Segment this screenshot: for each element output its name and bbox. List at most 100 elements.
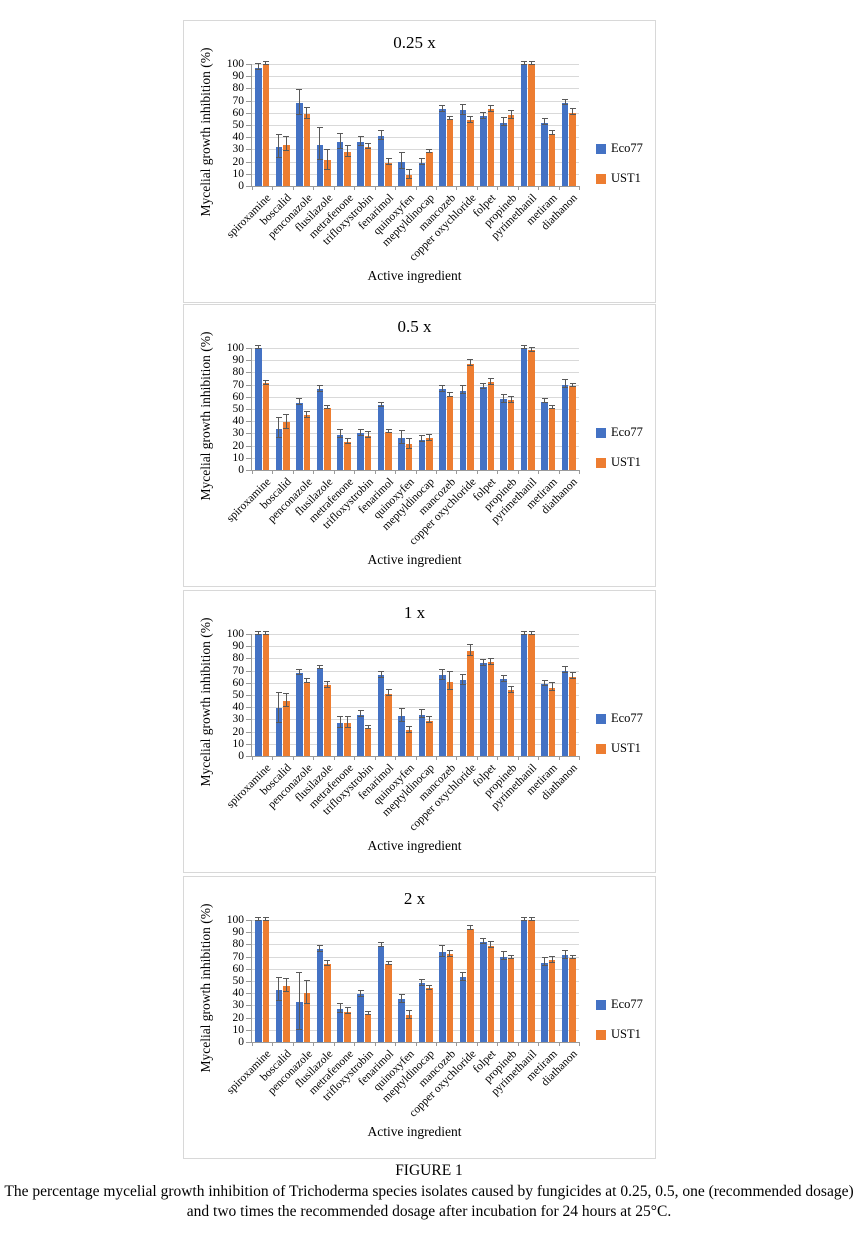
bar-Eco77-copper-oxychloride <box>459 977 467 1042</box>
bar-Eco77-copper-oxychloride <box>459 390 467 470</box>
error-bar-UST1-boscalid <box>283 693 290 708</box>
figure-caption-label: FIGURE 1 <box>395 1162 463 1179</box>
error-bar-Eco77-folpet <box>480 658 487 666</box>
y-tick-mark <box>246 682 251 684</box>
bar-UST1-meptyldinocap <box>426 720 433 756</box>
error-bar-Eco77-spiroxamine <box>255 916 262 922</box>
gridline <box>252 76 579 78</box>
error-bar-UST1-boscalid <box>283 136 290 151</box>
gridline <box>252 396 579 398</box>
y-tick-mark <box>246 433 251 435</box>
bar-Eco77-metiram <box>541 962 548 1042</box>
error-bar-UST1-trifloxystrobin <box>365 724 372 730</box>
y-tick-mark <box>246 756 251 757</box>
error-bar-UST1-penconazole <box>303 980 310 1005</box>
error-bar-UST1-boscalid <box>283 977 290 992</box>
gridline <box>252 956 579 958</box>
legend-item-UST1: UST1 <box>596 741 643 756</box>
error-bar-UST1-pyrimethanil <box>528 347 535 352</box>
error-bar-UST1-propineb <box>508 109 515 119</box>
error-bar-Eco77-metiram <box>541 957 548 967</box>
y-tick-label: 40 <box>232 987 245 1000</box>
y-tick-mark <box>246 348 251 349</box>
legend-label-Eco77: Eco77 <box>611 711 643 725</box>
bar-Eco77-propineb <box>500 122 507 186</box>
error-bar-UST1-folpet <box>487 941 494 949</box>
y-tick-mark <box>246 1042 251 1043</box>
y-tick-label: 60 <box>232 962 245 975</box>
bar-UST1-meptyldinocap <box>426 438 433 470</box>
x-axis-label: Active ingredient <box>367 838 462 853</box>
gridline <box>252 112 579 114</box>
bar-UST1-boscalid <box>283 701 290 756</box>
y-tick-mark <box>246 719 251 721</box>
bar-Eco77-flusilazole <box>316 949 324 1042</box>
x-axis-tick <box>374 186 376 190</box>
bar-Eco77-copper-oxychloride <box>459 110 467 186</box>
y-tick-label: 80 <box>232 366 245 379</box>
bar-UST1-copper-oxychloride <box>467 363 474 470</box>
legend-label-Eco77: Eco77 <box>611 997 643 1011</box>
error-bar-Eco77-folpet <box>480 937 487 945</box>
x-axis-label: Active ingredient <box>367 268 462 283</box>
legend-label-UST1: UST1 <box>611 171 641 185</box>
x-axis-tick <box>476 186 478 190</box>
y-tick-label: 10 <box>232 1023 245 1036</box>
bar-UST1-metrafenone <box>344 151 351 186</box>
bar-Eco77-flusilazole <box>316 144 324 186</box>
error-bar-UST1-metrafenone <box>344 437 351 445</box>
legend-swatch-Eco77 <box>596 713 606 724</box>
x-axis-tick <box>538 756 540 760</box>
error-bar-Eco77-fenarimol <box>378 402 385 407</box>
bar-UST1-quinoxyfen <box>405 175 413 186</box>
gridline <box>252 707 579 709</box>
bar-Eco77-pyrimethanil <box>520 348 528 470</box>
error-bar-Eco77-spiroxamine <box>255 344 262 350</box>
bar-UST1-quinoxyfen <box>405 1015 413 1042</box>
y-tick-label: 10 <box>232 451 245 464</box>
error-bar-UST1-diathanon <box>569 108 576 116</box>
error-bar-Eco77-fenarimol <box>378 942 385 947</box>
y-tick-mark <box>246 149 251 151</box>
x-axis-tick <box>395 1042 397 1046</box>
gridline <box>252 457 579 459</box>
bar-UST1-propineb <box>507 957 515 1042</box>
bar-Eco77-trifloxystrobin <box>357 433 364 470</box>
error-bar-Eco77-boscalid <box>275 691 282 724</box>
gridline <box>252 670 579 672</box>
bar-Eco77-folpet <box>480 663 487 756</box>
gridline <box>252 421 579 423</box>
error-bar-UST1-penconazole <box>303 678 310 683</box>
bar-Eco77-trifloxystrobin <box>357 142 364 186</box>
x-axis-tick <box>313 470 315 474</box>
bar-UST1-metrafenone <box>344 441 351 470</box>
x-axis-tick <box>538 470 540 474</box>
x-axis-tick <box>395 186 397 190</box>
error-bar-Eco77-metiram <box>541 679 548 687</box>
y-tick-mark <box>246 409 251 410</box>
error-bar-Eco77-penconazole <box>296 88 303 116</box>
y-tick-label: 100 <box>226 628 244 640</box>
error-bar-Eco77-propineb <box>500 950 507 961</box>
y-tick-label: 40 <box>232 701 245 714</box>
error-bar-UST1-metrafenone <box>344 716 351 728</box>
error-bar-UST1-diathanon <box>569 382 576 388</box>
gridline <box>252 173 579 175</box>
bar-UST1-metiram <box>548 133 556 186</box>
bar-Eco77-spiroxamine <box>255 67 262 186</box>
error-bar-UST1-propineb <box>508 685 515 693</box>
error-bar-Eco77-quinoxyfen <box>398 707 405 722</box>
y-tick-label: 50 <box>232 975 245 987</box>
bar-Eco77-boscalid <box>275 708 283 756</box>
error-bar-UST1-meptyldinocap <box>426 148 433 154</box>
error-bar-Eco77-penconazole <box>296 668 303 676</box>
x-axis-tick <box>313 1042 315 1046</box>
error-bar-UST1-penconazole <box>303 410 310 418</box>
bar-Eco77-penconazole <box>296 402 303 470</box>
x-axis-tick <box>497 756 499 760</box>
bar-Eco77-boscalid <box>275 989 283 1042</box>
gridline <box>252 137 579 139</box>
plot-area <box>251 344 580 474</box>
bar-UST1-trifloxystrobin <box>364 1013 372 1042</box>
y-tick-mark <box>246 112 251 114</box>
